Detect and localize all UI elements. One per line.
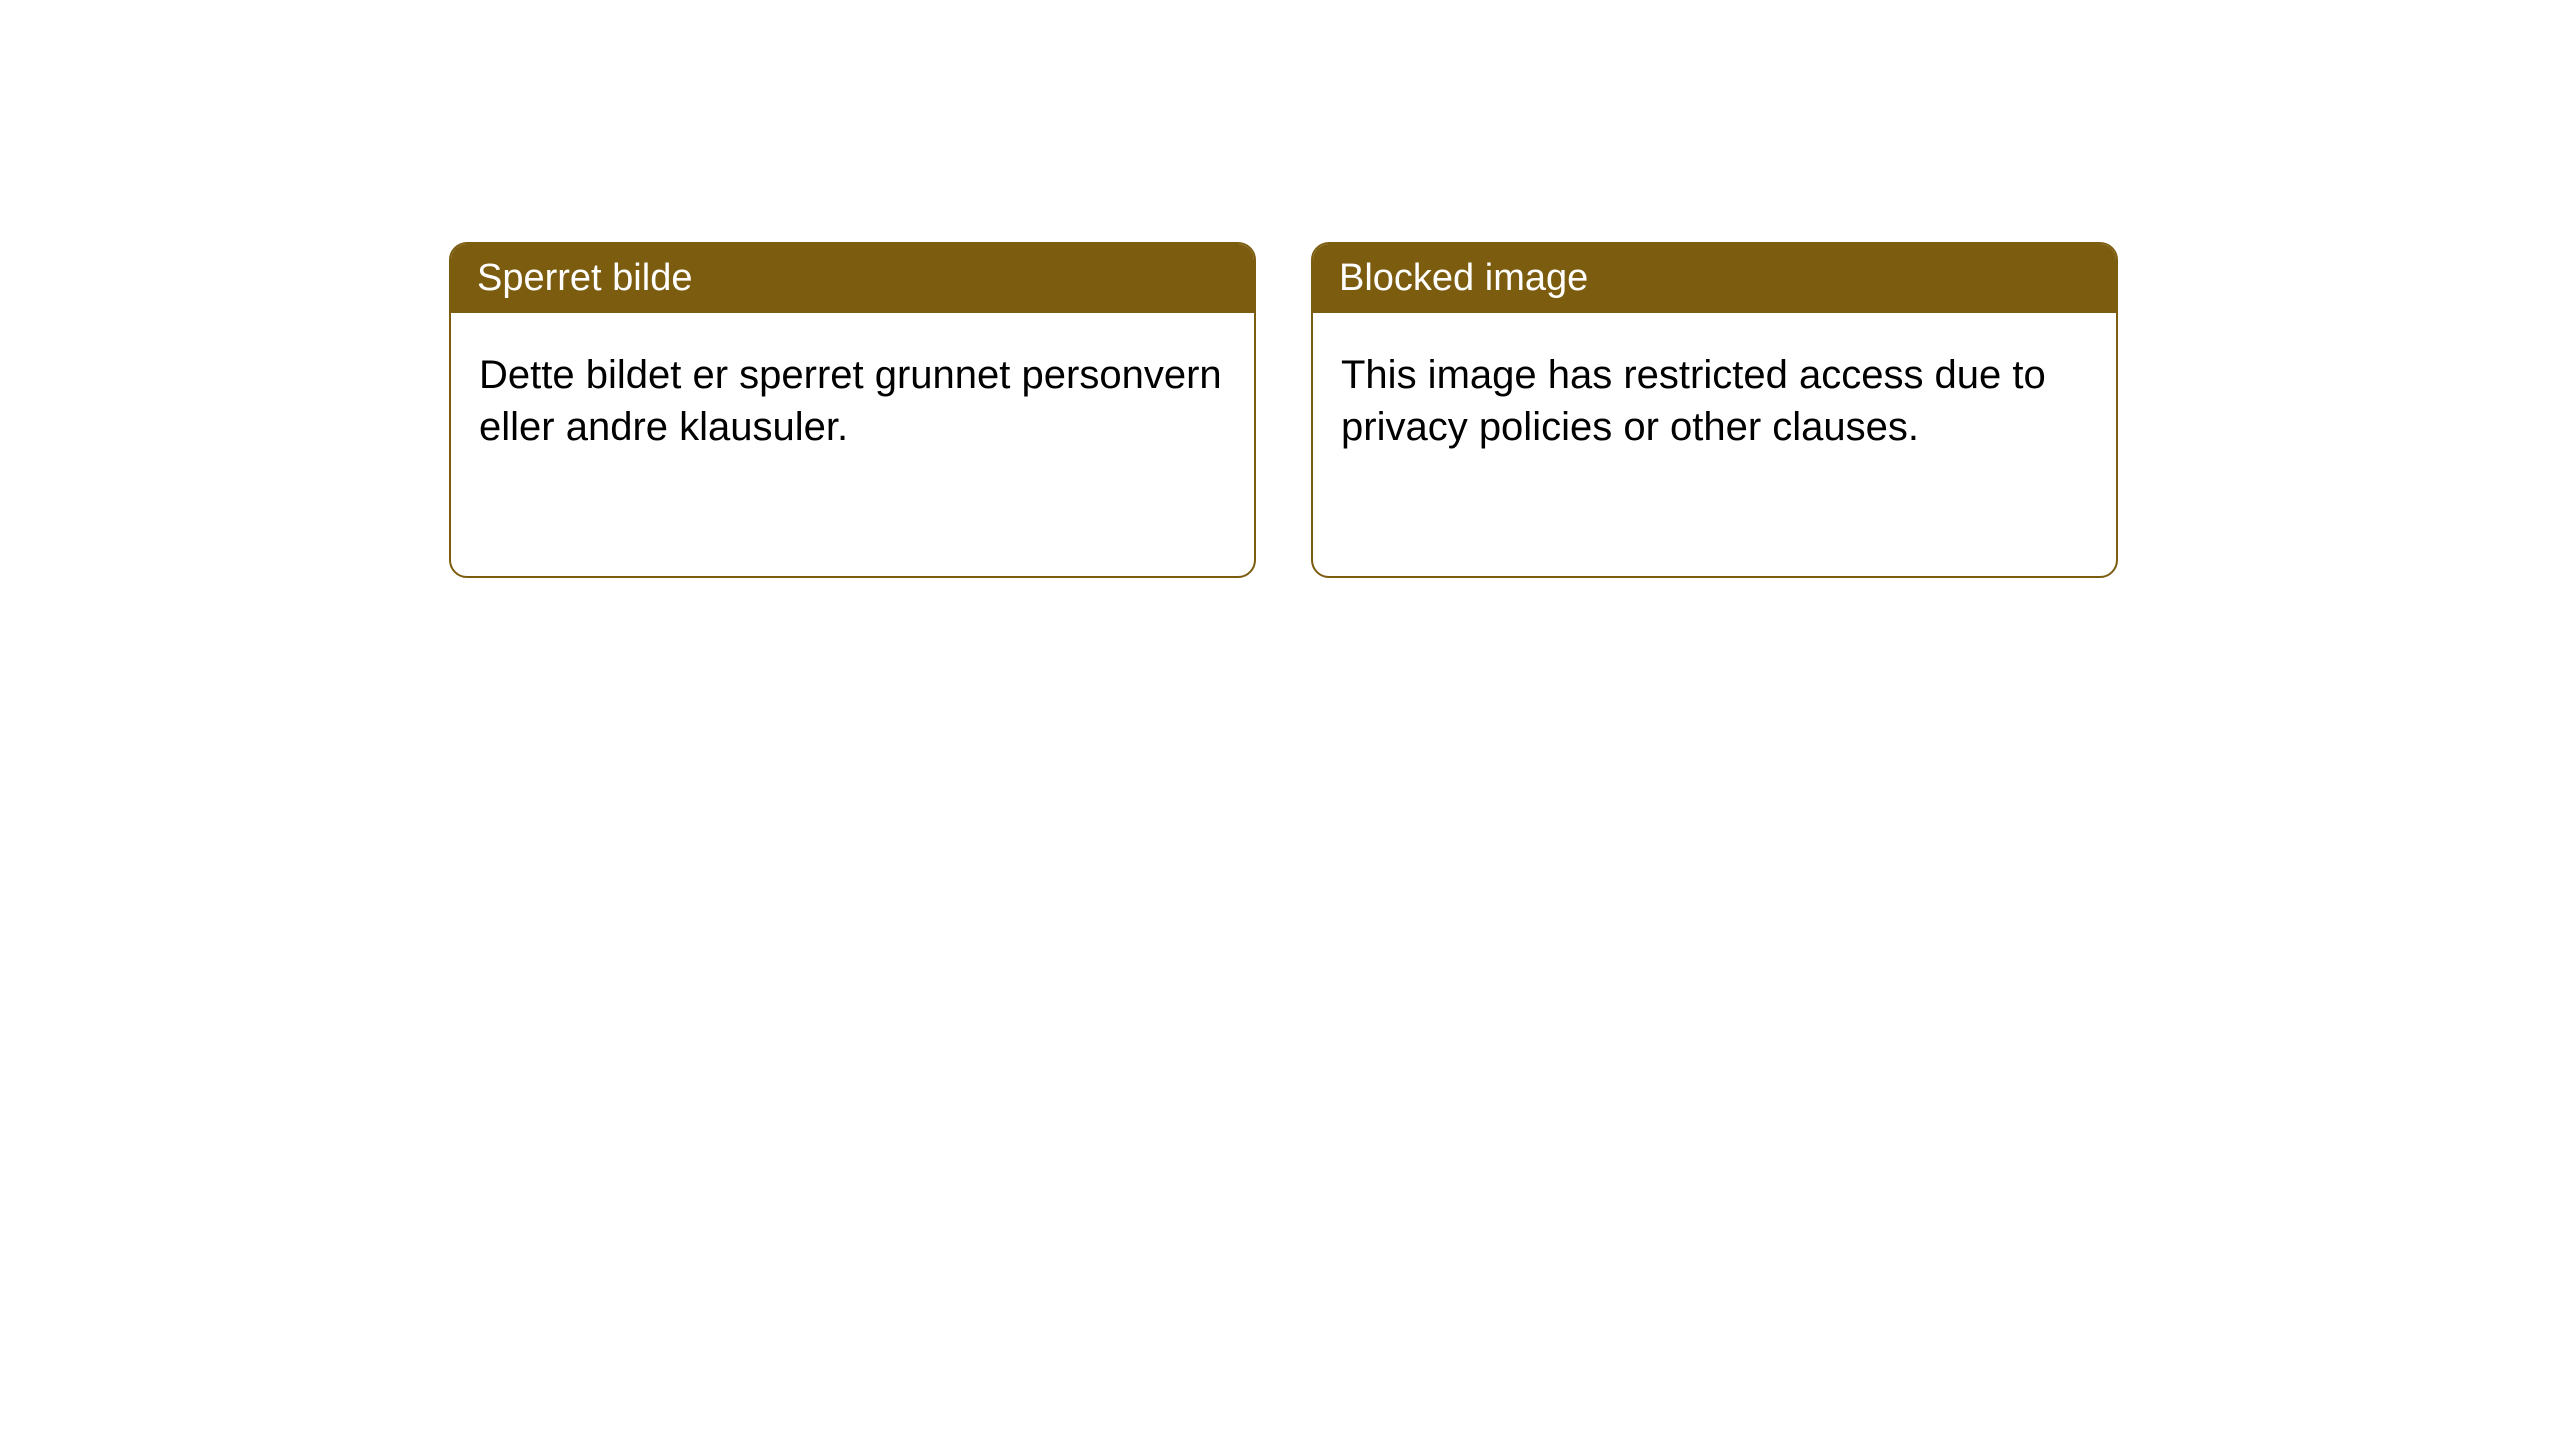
notice-body: This image has restricted access due to … — [1313, 313, 2116, 489]
notice-header: Sperret bilde — [451, 244, 1254, 313]
notice-card-norwegian: Sperret bilde Dette bildet er sperret gr… — [449, 242, 1256, 578]
notice-header: Blocked image — [1313, 244, 2116, 313]
notice-card-english: Blocked image This image has restricted … — [1311, 242, 2118, 578]
notice-container: Sperret bilde Dette bildet er sperret gr… — [449, 242, 2118, 578]
notice-body: Dette bildet er sperret grunnet personve… — [451, 313, 1254, 489]
